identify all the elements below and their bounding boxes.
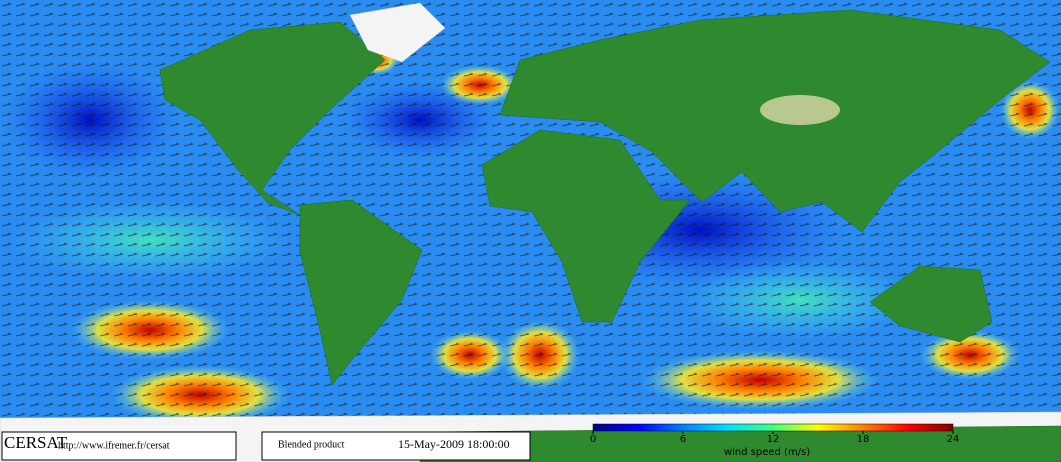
colorbar (592, 423, 954, 432)
url: http://www.ifremer.fr/cersat (58, 440, 170, 451)
colorbar-tick-label: 24 (947, 434, 960, 445)
colorbar-label: wind speed (m/s) (724, 447, 810, 458)
colorbar-tick-label: 12 (767, 434, 780, 445)
colorbar-tick-label: 18 (857, 434, 870, 445)
product-box (261, 431, 531, 461)
colorbar-tick-label: 6 (680, 434, 686, 445)
date: 15-May-2009 18:00:00 (398, 437, 510, 451)
org: CERSAT (4, 433, 68, 452)
credit-box (1, 431, 237, 461)
footer: CERSAT http://www.ifremer.fr/cersat Blen… (1, 431, 810, 461)
product: Blended product (278, 439, 345, 450)
colorbar-tick-label: 0 (590, 434, 596, 445)
